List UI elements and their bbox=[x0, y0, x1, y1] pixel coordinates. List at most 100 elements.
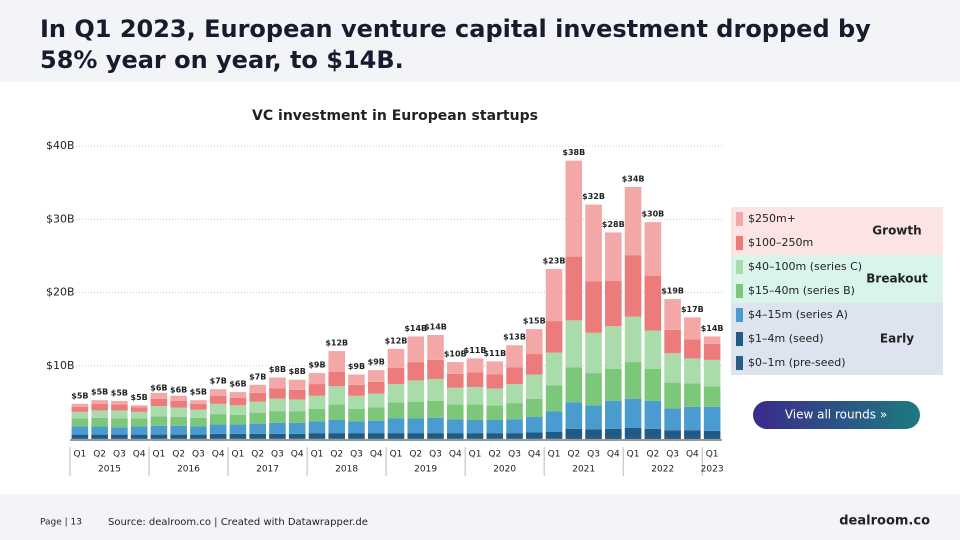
bar-segment bbox=[466, 438, 484, 439]
bar-segment bbox=[130, 438, 148, 439]
bar-segment bbox=[249, 412, 266, 424]
x-tick-label: Q3 bbox=[587, 450, 600, 460]
bar-segment bbox=[664, 329, 681, 354]
bar-segment bbox=[190, 403, 207, 410]
x-tick-label: Q3 bbox=[271, 450, 284, 460]
bar-segment bbox=[91, 400, 108, 404]
bar-segment bbox=[150, 434, 168, 439]
x-tick-label: Q1 bbox=[706, 450, 719, 460]
bar-segment bbox=[506, 438, 523, 439]
header-title: In Q1 2023, European venture capital inv… bbox=[40, 15, 871, 74]
bar-segment bbox=[229, 397, 247, 406]
bar-segment bbox=[664, 382, 681, 409]
x-tick-label: Q1 bbox=[232, 450, 245, 460]
legend-label: $1–4m (seed) bbox=[748, 332, 824, 345]
bar-segment bbox=[367, 393, 385, 408]
total-label: $17B bbox=[681, 305, 704, 314]
bar-segment bbox=[624, 398, 642, 429]
bar-segment bbox=[624, 187, 642, 256]
bar-segment bbox=[348, 421, 365, 434]
bar-segment bbox=[703, 437, 721, 439]
chart-title: VC investment in European startups bbox=[252, 108, 538, 124]
bar-segment bbox=[545, 352, 563, 386]
total-label: $10B bbox=[444, 350, 467, 359]
bar-segment bbox=[506, 403, 523, 420]
bar-segment bbox=[684, 339, 701, 359]
bar-segment bbox=[91, 417, 108, 427]
source: Source: dealroom.co | Created with Dataw… bbox=[108, 517, 368, 528]
bar-segment bbox=[644, 437, 662, 439]
bar-segment bbox=[367, 438, 385, 439]
bar-segment bbox=[585, 332, 602, 374]
bar-segment bbox=[565, 256, 583, 321]
bar-segment bbox=[91, 438, 108, 439]
bar-segment bbox=[71, 403, 89, 407]
bar-segment bbox=[526, 398, 543, 418]
bar-segment bbox=[328, 419, 346, 434]
x-tick-label: Q2 bbox=[488, 450, 501, 460]
bar-segment bbox=[664, 353, 681, 383]
bar-segment bbox=[71, 411, 89, 419]
page-number: Page | 13 bbox=[40, 518, 82, 528]
bar-segment bbox=[407, 438, 425, 439]
bar-segment bbox=[684, 430, 701, 438]
bar-segment bbox=[111, 438, 128, 439]
legend-label: $40–100m (series C) bbox=[748, 260, 862, 273]
bar-segment bbox=[328, 433, 346, 439]
bar-segment bbox=[288, 411, 306, 423]
legend-group-label: Breakout bbox=[866, 272, 928, 286]
bar-segment bbox=[565, 402, 583, 429]
bar-segment bbox=[130, 407, 148, 412]
bar-segment bbox=[328, 371, 346, 387]
bar-segment bbox=[605, 428, 622, 438]
bar-segment bbox=[624, 316, 642, 363]
bar-segment bbox=[605, 280, 622, 327]
view-all-button[interactable]: View all rounds » bbox=[753, 401, 920, 429]
bar-segment bbox=[288, 433, 306, 439]
x-tick-label: Q3 bbox=[350, 450, 363, 460]
bar-segment bbox=[111, 400, 128, 405]
bar-segment bbox=[130, 418, 148, 427]
bar-segment bbox=[209, 403, 227, 415]
bar-segment bbox=[367, 420, 385, 434]
bar-segment bbox=[624, 362, 642, 399]
bar-segment bbox=[486, 419, 504, 434]
bar-segment bbox=[446, 433, 464, 439]
bar-segment bbox=[387, 402, 405, 419]
bar-segment bbox=[71, 434, 89, 439]
y-tick-label: $10B bbox=[46, 359, 75, 372]
bar-segment bbox=[446, 404, 464, 420]
bar-segment bbox=[367, 370, 385, 382]
bar-segment bbox=[328, 438, 346, 439]
button-label[interactable]: View all rounds » bbox=[785, 408, 887, 422]
x-tick-label: Q4 bbox=[291, 450, 304, 460]
x-tick-label: Q4 bbox=[686, 450, 699, 460]
bar-segment bbox=[308, 421, 326, 434]
bar-segment bbox=[565, 160, 583, 257]
year-label: 2021 bbox=[572, 465, 595, 475]
legend-group-bg bbox=[731, 303, 943, 375]
bar-segment bbox=[269, 433, 286, 439]
total-label: $14B bbox=[701, 324, 724, 333]
bar-segment bbox=[605, 368, 622, 401]
bar-segment bbox=[111, 434, 128, 439]
bar-segment bbox=[91, 403, 108, 411]
bar-segment bbox=[71, 418, 89, 427]
bar-segment bbox=[427, 334, 444, 360]
bar-segment bbox=[348, 433, 365, 439]
button-bg[interactable] bbox=[753, 401, 920, 429]
bar-segment bbox=[150, 438, 168, 439]
bar-segment bbox=[407, 418, 425, 434]
x-tick-label: Q1 bbox=[311, 450, 324, 460]
bar-segment bbox=[150, 392, 168, 399]
y-tick-label: $30B bbox=[46, 212, 75, 225]
bar-segment bbox=[466, 433, 484, 439]
bar-segment bbox=[348, 438, 365, 439]
bar-segment bbox=[190, 400, 207, 404]
bar-segment bbox=[407, 380, 425, 402]
x-tick-label: Q1 bbox=[73, 450, 86, 460]
total-label: $28B bbox=[602, 220, 625, 229]
bar-segment bbox=[407, 362, 425, 381]
bar-segment bbox=[664, 430, 681, 438]
x-tick-label: Q3 bbox=[508, 450, 521, 460]
